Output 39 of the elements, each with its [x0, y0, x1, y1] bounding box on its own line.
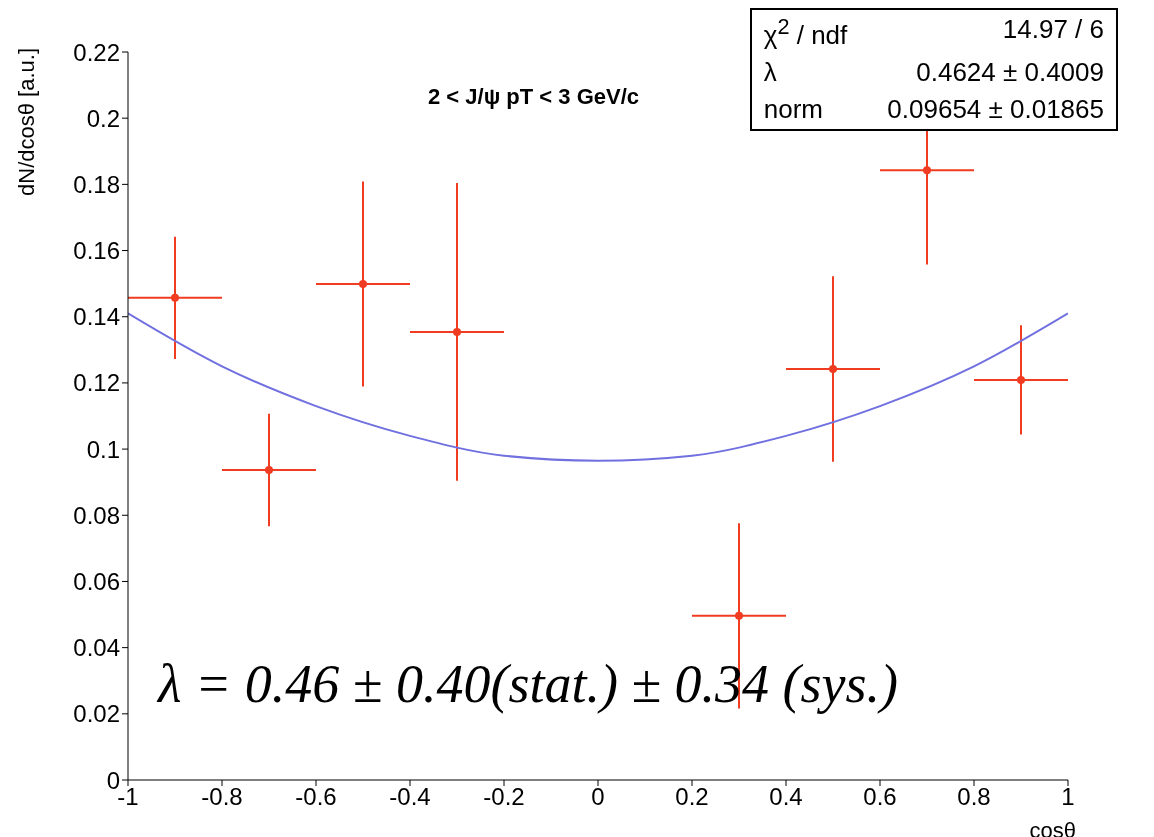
y-tick-label: 0.18	[73, 170, 120, 198]
point	[171, 293, 179, 302]
text: 14.97 / 6	[1001, 14, 1104, 46]
y-tick-label: 0.16	[73, 237, 120, 265]
y-tick-label: 0.22	[73, 38, 120, 66]
y-tick-label: 0.04	[73, 634, 120, 662]
point	[359, 279, 367, 288]
y-tick-label: 0.14	[73, 303, 120, 331]
point	[265, 465, 273, 474]
y-axis-title: dN/dcosθ [a.u.]	[14, 48, 40, 196]
y-tick-label: 0.06	[73, 567, 120, 595]
point	[1017, 375, 1025, 384]
y-tick-label: 0.02	[73, 700, 120, 728]
x-tick-label: 0.8	[957, 783, 991, 811]
line-series	[128, 312, 1068, 462]
point	[735, 611, 743, 620]
x-tick-label: 0.6	[863, 783, 897, 811]
x-tick-label: 0.2	[675, 783, 709, 811]
annotation: 0.4624 ± 0.4009	[915, 56, 1104, 88]
y-tick-label: 0.1	[86, 435, 120, 463]
point	[923, 166, 931, 175]
y-tick-label: 0.08	[73, 501, 120, 529]
x-tick-label: 1	[1061, 783, 1075, 811]
x-tick-label: -0.8	[201, 783, 243, 811]
x-tick-label: -0.4	[389, 783, 431, 811]
y-tick-label: 0.2	[86, 104, 120, 132]
text: χ$^{2}$ / ndf	[763, 14, 848, 51]
annotation: 2 < J/ψ pT < 3 GeV/c	[428, 84, 640, 110]
point	[829, 365, 837, 374]
x-tick-label: -0.6	[295, 783, 337, 811]
x-tick-label: 0.4	[769, 783, 803, 811]
x-tick-label: -0.2	[483, 783, 525, 811]
annotation: 0.09654 ± 0.01865	[887, 93, 1104, 125]
point	[453, 327, 461, 336]
annotation: norm	[763, 93, 825, 125]
annotation: λ	[763, 56, 778, 88]
x-tick-label: 0	[591, 783, 605, 811]
y-tick-label: 0	[106, 766, 120, 794]
y-tick-label: 0.12	[73, 369, 120, 397]
